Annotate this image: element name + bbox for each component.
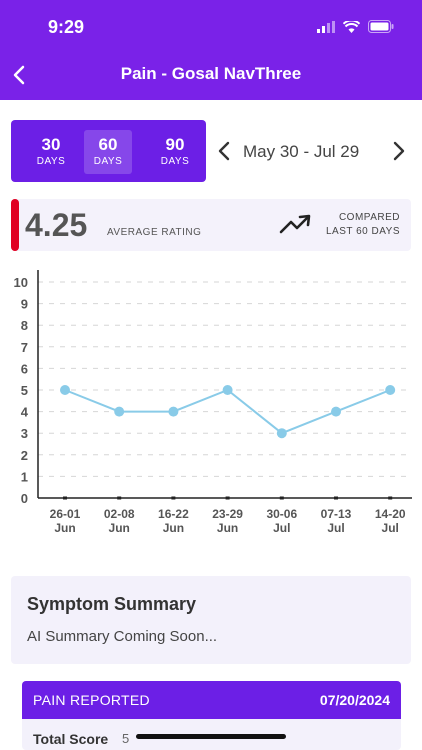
x-tick-month-label: Jun: [163, 521, 184, 535]
range-option-unit: DAYS: [93, 156, 123, 167]
y-tick-label: 9: [21, 297, 28, 312]
y-tick-label: 6: [21, 361, 28, 376]
average-rating-label: AVERAGE RATING: [107, 227, 202, 238]
chevron-left-icon: [13, 65, 25, 85]
y-tick-label: 8: [21, 318, 28, 333]
back-button[interactable]: [8, 60, 30, 90]
y-tick-label: 1: [21, 469, 28, 484]
summary-title: Symptom Summary: [27, 594, 197, 614]
x-tick-month-label: Jun: [217, 521, 238, 535]
comparison-label-line1: COMPARED: [338, 212, 400, 223]
y-tick-label: 0: [21, 491, 28, 506]
x-tick-month-label: Jun: [109, 521, 130, 535]
x-tick-label: 23-29: [212, 507, 243, 521]
data-point: [168, 406, 179, 417]
report-date: 07/20/2024: [319, 692, 390, 708]
data-point: [276, 428, 287, 439]
x-tick-month-label: Jul: [273, 521, 290, 535]
wifi-icon: [343, 20, 360, 33]
range-option-90[interactable]: 90 DAYS: [151, 130, 199, 174]
header: 9:29 Pain - Gosal NavThree: [0, 0, 422, 100]
comparison-label: COMPARED LAST 60 DAYS: [326, 211, 400, 239]
page-title: Pain - Gosal NavThree: [120, 64, 302, 83]
signal-icon: [317, 20, 335, 33]
x-tick-label: 30-06: [266, 507, 297, 521]
range-selector: 30 DAYS 60 DAYS 90 DAYS: [11, 120, 206, 182]
x-tick-label: 07-13: [321, 507, 352, 521]
x-tick-month-label: Jul: [382, 521, 399, 535]
y-tick-label: 10: [14, 275, 28, 290]
average-rating-card: 4.25 AVERAGE RATING COMPARED LAST 60 DAY…: [11, 199, 411, 251]
home-indicator: [136, 734, 286, 739]
range-option-value: 90: [165, 135, 185, 154]
y-tick-label: 3: [21, 426, 28, 441]
y-tick-label: 7: [21, 340, 28, 355]
data-point: [222, 385, 233, 395]
x-tick-label: 26-01: [50, 507, 81, 521]
pain-rating-chart: 01234567891026-01Jun02-08Jun16-22Jun23-2…: [14, 270, 412, 535]
x-tick-month-label: Jul: [327, 521, 344, 535]
x-tick-month-label: Jun: [54, 521, 75, 535]
report-title: PAIN REPORTED: [33, 692, 150, 708]
report-header: PAIN REPORTED 07/20/2024: [22, 681, 401, 719]
summary-text: AI Summary Coming Soon...: [27, 628, 218, 645]
status-time: 9:29: [48, 17, 85, 37]
data-point: [60, 385, 70, 395]
next-range-button[interactable]: [392, 140, 412, 164]
chevron-left-icon: [218, 141, 230, 161]
status-icons: [317, 20, 394, 33]
range-option-60[interactable]: 60 DAYS: [84, 130, 132, 174]
data-point: [385, 385, 396, 395]
y-tick-label: 4: [21, 405, 29, 420]
x-tick-label: 02-08: [104, 507, 135, 521]
pain-report-card[interactable]: PAIN REPORTED 07/20/2024 Total Score 5: [22, 681, 401, 750]
comparison-label-line2: LAST 60 DAYS: [326, 226, 400, 237]
range-option-unit: DAYS: [36, 156, 66, 167]
battery-icon: [368, 20, 394, 33]
total-score-label: Total Score: [33, 731, 109, 747]
date-navigator: May 30 - Jul 29: [217, 138, 412, 166]
trending-up-icon: [279, 214, 311, 234]
symptom-summary-card: Symptom Summary AI Summary Coming Soon..…: [11, 576, 411, 664]
x-tick-label: 16-22: [158, 507, 189, 521]
range-option-value: 60: [98, 135, 118, 154]
y-tick-label: 5: [21, 383, 28, 398]
data-point: [331, 406, 341, 417]
previous-range-button[interactable]: [217, 140, 237, 164]
chevron-right-icon: [393, 141, 405, 161]
x-tick-label: 14-20: [375, 507, 406, 521]
total-score-value: 5: [122, 731, 130, 746]
y-tick-label: 2: [21, 448, 28, 463]
range-option-value: 30: [41, 135, 61, 154]
average-rating-value: 4.25: [25, 207, 88, 243]
rating-indicator-bar: [11, 199, 19, 251]
data-point: [114, 406, 125, 417]
date-range-label: May 30 - Jul 29: [243, 142, 360, 161]
range-option-unit: DAYS: [160, 156, 190, 167]
range-option-30[interactable]: 30 DAYS: [27, 130, 75, 174]
